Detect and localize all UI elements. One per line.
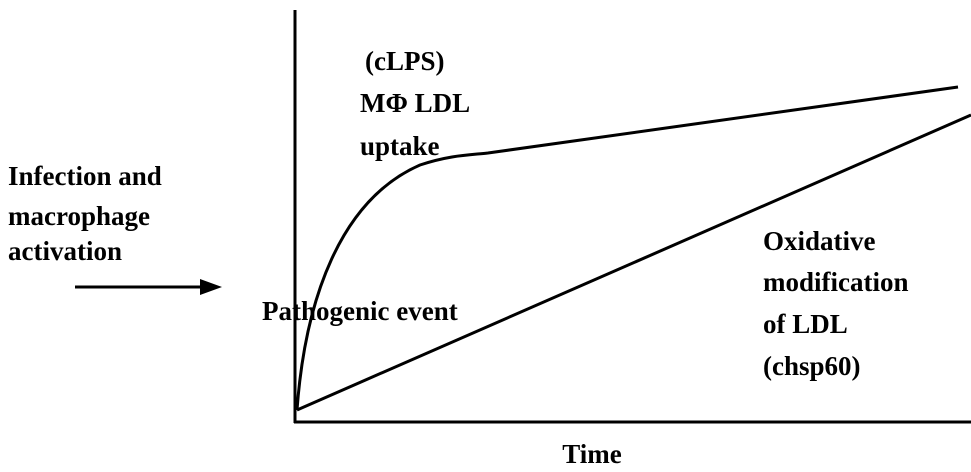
input-label: Infection and [8, 161, 162, 191]
oxidation-line [296, 113, 971, 412]
curve-label: MΦ LDL [360, 88, 470, 118]
input-label: activation [8, 236, 122, 266]
x-axis-label: Time [562, 439, 622, 469]
origin-label: Pathogenic event [262, 296, 458, 326]
line-label: Oxidative [763, 226, 876, 256]
input-label: macrophage [8, 201, 150, 231]
curve-label: (cLPS) [365, 46, 444, 76]
line-label: modification [763, 267, 909, 297]
line-label: of LDL [763, 309, 848, 339]
uptake-curve [295, 85, 959, 411]
arrow-head [200, 279, 222, 295]
line-label: (chsp60) [763, 351, 861, 381]
curve-label: uptake [360, 131, 440, 161]
